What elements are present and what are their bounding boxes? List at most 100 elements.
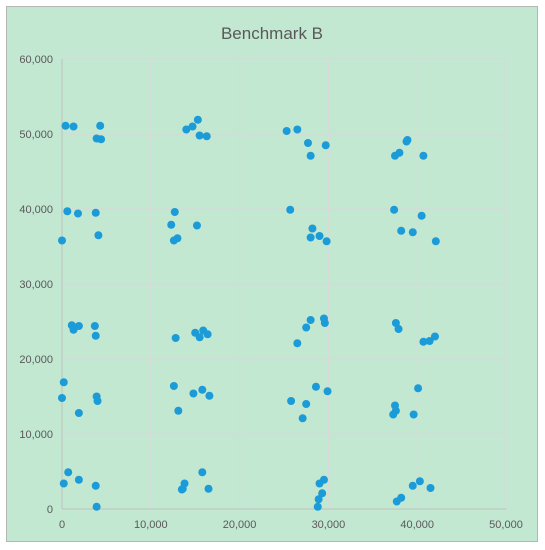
data-point bbox=[431, 237, 440, 246]
y-axis-tick-labels: 0 10,000 20,000 30,000 40,000 50,000 60,000 bbox=[19, 54, 53, 516]
data-point bbox=[323, 387, 332, 396]
data-point bbox=[391, 319, 400, 327]
data-point bbox=[91, 331, 100, 340]
data-point bbox=[417, 211, 426, 220]
data-point bbox=[167, 220, 176, 229]
axes bbox=[61, 59, 506, 510]
data-point bbox=[198, 385, 207, 394]
data-point bbox=[426, 484, 435, 492]
data-point bbox=[96, 121, 105, 130]
x-axis-tick-labels: 0 10,000 20,000 30,000 40,000 50,000 bbox=[59, 519, 523, 531]
data-point bbox=[311, 382, 320, 391]
data-point bbox=[321, 141, 330, 150]
data-point bbox=[320, 319, 329, 327]
y-tick-label: 30,000 bbox=[19, 279, 53, 291]
x-tick-label: 50,000 bbox=[489, 519, 523, 531]
data-point bbox=[58, 236, 66, 245]
data-point bbox=[298, 414, 307, 423]
x-tick-label: 20,000 bbox=[223, 519, 257, 531]
data-point bbox=[203, 330, 212, 339]
data-point bbox=[414, 384, 423, 393]
data-point bbox=[58, 394, 66, 402]
data-point bbox=[315, 479, 324, 488]
data-point bbox=[397, 493, 406, 502]
data-point bbox=[182, 125, 191, 134]
data-point bbox=[302, 323, 311, 332]
data-point bbox=[195, 131, 204, 140]
data-point bbox=[313, 502, 322, 511]
data-point bbox=[92, 502, 101, 511]
data-point bbox=[408, 228, 417, 237]
data-point bbox=[173, 234, 182, 243]
data-point bbox=[202, 132, 211, 141]
data-point bbox=[419, 151, 428, 160]
data-point bbox=[286, 205, 295, 214]
data-point bbox=[315, 232, 324, 240]
data-point bbox=[415, 477, 424, 486]
data-point bbox=[306, 316, 315, 324]
chart-title: Benchmark B bbox=[221, 24, 323, 43]
data-point bbox=[306, 233, 315, 242]
y-tick-label: 20,000 bbox=[19, 354, 53, 366]
data-point bbox=[61, 121, 70, 130]
data-point bbox=[188, 122, 197, 131]
data-point bbox=[390, 205, 399, 214]
data-point bbox=[64, 468, 73, 477]
data-point bbox=[408, 481, 417, 490]
data-point bbox=[287, 397, 296, 405]
x-tick-label: 40,000 bbox=[400, 519, 434, 531]
data-point bbox=[59, 479, 68, 488]
data-point bbox=[198, 468, 207, 477]
data-point bbox=[322, 237, 331, 246]
data-point bbox=[397, 226, 406, 235]
x-tick-label: 0 bbox=[59, 519, 65, 531]
data-point bbox=[293, 339, 302, 348]
data-point bbox=[169, 382, 178, 390]
data-point bbox=[174, 406, 183, 415]
y-tick-label: 10,000 bbox=[19, 429, 53, 441]
data-point bbox=[63, 207, 72, 216]
data-point bbox=[391, 406, 400, 415]
data-point bbox=[302, 400, 311, 408]
data-point bbox=[204, 484, 213, 493]
data-point bbox=[318, 489, 327, 498]
data-point bbox=[94, 231, 103, 240]
data-point bbox=[282, 127, 291, 135]
y-tick-label: 60,000 bbox=[19, 54, 53, 66]
data-point bbox=[314, 495, 323, 504]
data-point bbox=[394, 325, 403, 333]
x-tick-label: 10,000 bbox=[134, 519, 168, 531]
gridlines bbox=[62, 58, 507, 509]
data-point bbox=[193, 115, 202, 124]
data-point bbox=[97, 135, 106, 144]
data-point bbox=[419, 337, 428, 346]
data-point bbox=[170, 208, 179, 216]
data-point bbox=[303, 139, 312, 147]
data-point bbox=[73, 209, 82, 218]
data-point bbox=[205, 391, 214, 400]
data-point bbox=[69, 122, 78, 131]
data-point bbox=[306, 151, 315, 160]
x-tick-label: 30,000 bbox=[312, 519, 346, 531]
data-point bbox=[395, 148, 404, 157]
data-point bbox=[403, 136, 412, 144]
y-tick-label: 50,000 bbox=[19, 129, 53, 141]
data-point bbox=[189, 389, 198, 398]
data-point bbox=[59, 378, 68, 387]
data-point bbox=[93, 397, 102, 405]
data-point bbox=[192, 221, 201, 230]
data-point bbox=[178, 484, 187, 493]
data-point bbox=[91, 208, 100, 217]
data-point bbox=[74, 322, 83, 330]
y-tick-label: 0 bbox=[47, 504, 53, 516]
data-point bbox=[293, 125, 302, 134]
data-point bbox=[308, 224, 317, 233]
data-point bbox=[171, 334, 180, 342]
data-point bbox=[430, 332, 439, 341]
data-points bbox=[58, 115, 440, 511]
y-tick-label: 40,000 bbox=[19, 204, 53, 216]
data-point bbox=[409, 410, 418, 419]
data-point bbox=[74, 475, 83, 484]
data-point bbox=[91, 481, 100, 490]
chart-area: Benchmark B 0 10,000 20,000 30,000 40,000 50,… bbox=[6, 6, 538, 542]
